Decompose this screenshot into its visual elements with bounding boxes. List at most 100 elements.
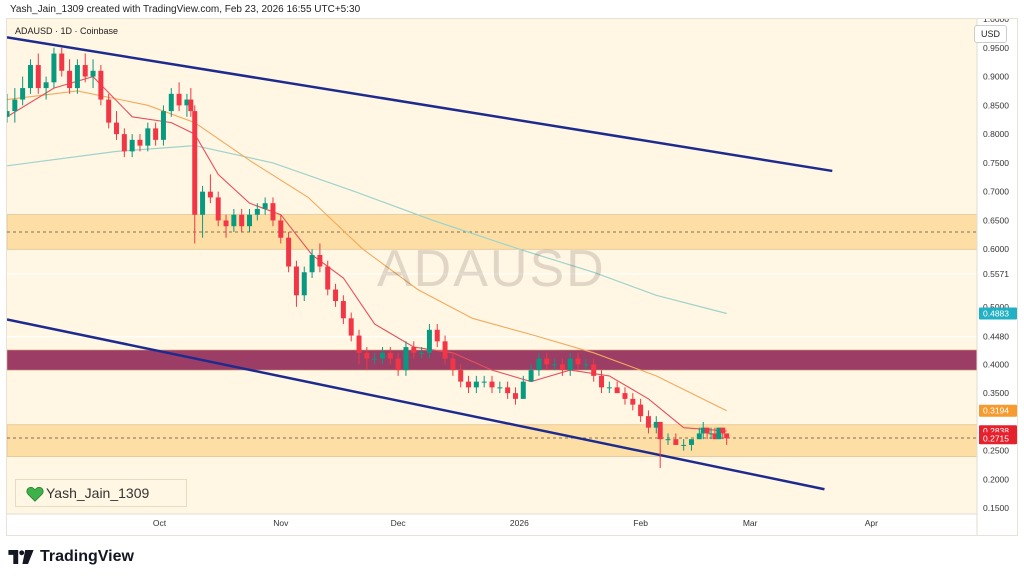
x-tick-label: Nov <box>273 518 289 528</box>
candle <box>458 364 464 388</box>
candle-body <box>340 301 346 319</box>
x-tick-label: 2026 <box>510 518 529 528</box>
candle <box>442 335 448 365</box>
candle <box>82 53 88 83</box>
candle-body <box>43 82 49 89</box>
x-tick-label: Apr <box>865 518 878 528</box>
candle <box>638 398 644 422</box>
candle <box>591 358 597 382</box>
tradingview-logo-icon <box>8 550 34 564</box>
candle <box>278 214 284 244</box>
candle <box>106 93 112 129</box>
author-name: Yash_Jain_1309 <box>46 485 150 501</box>
y-tick-label: 0.6000 <box>983 244 1009 254</box>
candle <box>188 88 194 117</box>
candle <box>293 260 299 307</box>
candle-body <box>188 99 194 112</box>
candle-body <box>270 203 276 221</box>
candle <box>168 88 174 117</box>
candle-body <box>356 335 362 353</box>
candle <box>317 243 323 273</box>
candle <box>184 93 190 117</box>
y-tick-label: 0.4000 <box>983 359 1009 369</box>
candle <box>559 358 565 376</box>
candle-body <box>559 364 565 371</box>
candle <box>160 105 166 146</box>
candle <box>145 122 151 152</box>
candle-body <box>372 358 378 360</box>
candle <box>567 352 573 376</box>
y-tick-label: 0.8000 <box>983 129 1009 139</box>
candle <box>239 208 245 232</box>
candle <box>622 387 628 405</box>
y-tick-label: 0.3500 <box>983 388 1009 398</box>
candle-body <box>657 421 663 440</box>
candle <box>379 347 385 365</box>
price-label-box <box>979 404 1017 417</box>
candle-body <box>176 93 182 106</box>
candle <box>387 347 393 365</box>
candle <box>653 416 659 434</box>
candle <box>724 433 730 445</box>
candle <box>7 93 10 123</box>
candle-body <box>348 318 354 336</box>
candle-body <box>567 358 573 371</box>
symbol-title: ADAUSD · 1D · Coinbase <box>15 26 119 36</box>
candle-body <box>200 191 206 215</box>
candle-body <box>497 387 503 389</box>
footer-brand[interactable]: TradingView <box>8 546 134 568</box>
candle-body <box>481 381 487 383</box>
candle <box>114 111 120 140</box>
price-axis <box>977 19 1017 535</box>
candle <box>704 427 710 440</box>
candle <box>35 53 41 94</box>
candle-body <box>489 381 495 388</box>
candle <box>497 381 503 394</box>
candle <box>286 231 292 273</box>
candle <box>665 433 671 445</box>
candle <box>340 295 346 325</box>
candle <box>688 439 694 451</box>
author-badge: Yash_Jain_1309 <box>15 479 187 507</box>
candle-body <box>466 381 472 388</box>
candle <box>466 375 472 394</box>
candle <box>505 381 511 399</box>
candle <box>98 65 104 106</box>
candle-body <box>426 329 432 353</box>
candle-body <box>184 99 190 106</box>
candle-body <box>160 111 166 140</box>
candle-body <box>696 433 702 440</box>
ma-long-line <box>7 144 727 315</box>
zone-0 <box>7 214 978 250</box>
candle <box>712 427 718 440</box>
chart-area[interactable]: 1.0000 0.9500 0.9000 0.8500 0.8000 0.7500 0.70… <box>6 18 1018 536</box>
price-label-box <box>979 307 1017 320</box>
candle-body <box>51 53 57 83</box>
candle-body <box>645 416 651 428</box>
candle <box>59 47 65 77</box>
candle <box>630 393 636 411</box>
candle-body <box>512 393 518 399</box>
candle <box>348 312 354 342</box>
candle-body <box>544 358 550 365</box>
candle-body <box>528 370 534 382</box>
footer-brand-text: TradingView <box>40 548 134 565</box>
candle <box>411 341 417 359</box>
candle <box>153 122 159 146</box>
candle-body <box>442 341 448 359</box>
price-chart[interactable]: 1.0000 0.9500 0.9000 0.8500 0.8000 0.7500 0.70… <box>7 19 1018 536</box>
candle <box>223 214 229 238</box>
candle-body <box>168 93 174 112</box>
candle-body <box>712 433 718 440</box>
symbol-watermark: ADAUSD <box>377 240 606 298</box>
candle <box>121 128 127 158</box>
candle-body <box>473 381 479 388</box>
candle-body <box>653 421 659 428</box>
candle-body <box>419 352 425 354</box>
currency-button[interactable]: USD <box>973 25 1007 43</box>
candle-body <box>720 427 726 434</box>
candle <box>614 381 620 394</box>
candle <box>176 82 182 112</box>
candle <box>325 260 331 296</box>
candle <box>20 76 26 106</box>
